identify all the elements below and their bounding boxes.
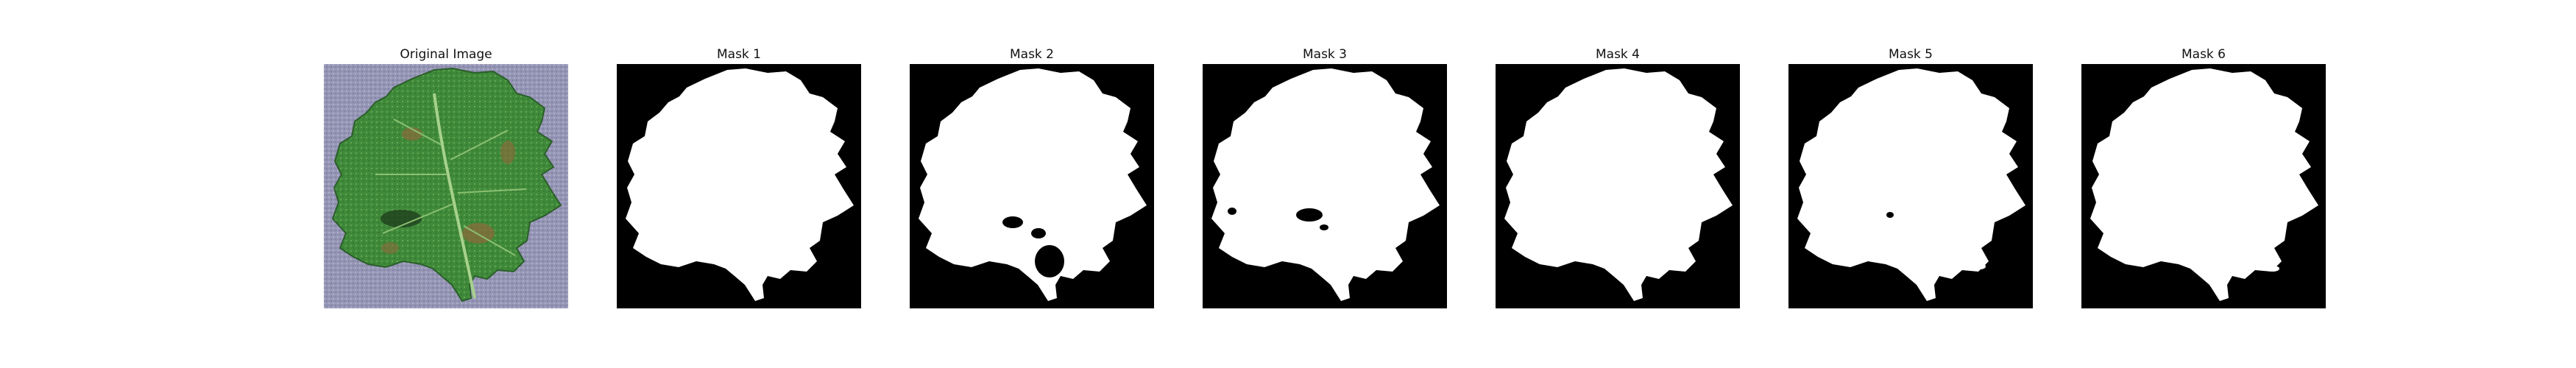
panel-mask-4: Mask 4 xyxy=(1496,46,1740,308)
mask-2-image xyxy=(910,64,1154,308)
mask-svg xyxy=(617,64,861,308)
panel-title: Mask 6 xyxy=(2181,47,2226,62)
panel-title: Mask 3 xyxy=(1302,47,1347,62)
mask-svg xyxy=(1496,64,1740,308)
leaf-silhouette xyxy=(1504,68,1733,301)
leaf-silhouette xyxy=(1211,68,1440,301)
mask-svg xyxy=(2081,64,2326,308)
panel-mask-5: Mask 5 xyxy=(1788,46,2033,308)
mask-svg xyxy=(1203,64,1447,308)
panel-mask-6: Mask 6 xyxy=(2081,46,2326,308)
mask-4-image xyxy=(1496,64,1740,308)
leaf-photo-svg xyxy=(324,64,568,308)
panel-mask-2: Mask 2 xyxy=(910,46,1154,308)
mask-1-image xyxy=(617,64,861,308)
panel-title: Mask 5 xyxy=(1888,47,1933,62)
mask-5-image xyxy=(1788,64,2033,308)
original-leaf-photo xyxy=(324,64,568,308)
leaf-silhouette xyxy=(626,68,854,301)
panel-title: Original Image xyxy=(400,47,492,62)
mask-svg xyxy=(1788,64,2033,308)
leaf-silhouette xyxy=(1797,68,2025,301)
panel-title: Mask 2 xyxy=(1009,47,1054,62)
panel-mask-1: Mask 1 xyxy=(617,46,861,308)
panel-title: Mask 1 xyxy=(716,47,761,62)
mask-3-image xyxy=(1203,64,1447,308)
panel-title: Mask 4 xyxy=(1595,47,1640,62)
mask-svg xyxy=(910,64,1154,308)
leaf-silhouette xyxy=(2090,68,2318,301)
panel-original-image: Original Image xyxy=(324,46,568,308)
mask-6-image xyxy=(2081,64,2326,308)
leaf-silhouette xyxy=(919,68,1147,301)
panel-mask-3: Mask 3 xyxy=(1203,46,1447,308)
